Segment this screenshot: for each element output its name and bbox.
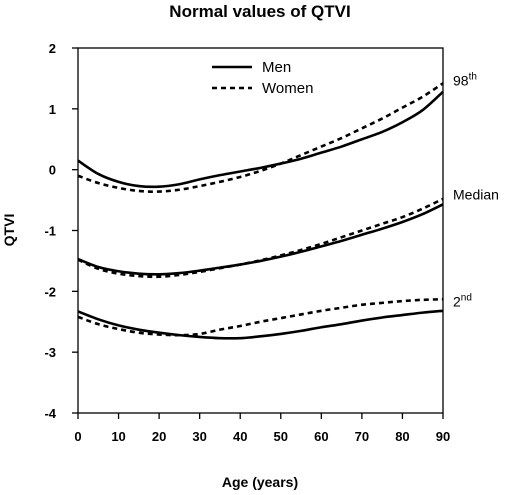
x-tick-label-9: 90: [436, 429, 450, 444]
x-tick-label-4: 40: [233, 429, 247, 444]
y-tick-label-0: -4: [44, 406, 56, 421]
series-line-women-median: [77, 197, 444, 279]
plot-frame: [77, 47, 444, 414]
axes: 0 10 20 30 40 50 60 70 80 90 -4 -3 -2 -1 0 1 2: [44, 41, 450, 444]
series-line-women-2nd: [77, 297, 444, 337]
annotation-2: 2nd: [453, 292, 472, 309]
x-tick-label-1: 10: [111, 429, 125, 444]
annotation-sup-2: nd: [461, 292, 472, 303]
annotation-text-2: 2: [453, 293, 461, 309]
x-axis-label: Age (years): [222, 474, 298, 490]
y-tick-label-4: 0: [49, 163, 56, 178]
legend-men-label: Men: [262, 59, 291, 76]
annotation-0: 98th: [453, 72, 477, 89]
x-tick-label-7: 70: [355, 429, 369, 444]
y-axis-label: QTVI: [1, 214, 17, 247]
x-tick-label-3: 30: [192, 429, 206, 444]
annotation-text-0: 98: [453, 73, 469, 89]
series-line-women-98th: [77, 82, 444, 193]
legend-women-label: Women: [262, 80, 313, 97]
y-tick-label-6: 2: [49, 41, 56, 56]
percentile-annotations: 98th Median 2nd: [453, 72, 499, 310]
y-tick-label-5: 1: [49, 102, 56, 117]
y-tick-label-1: -3: [44, 345, 56, 360]
x-tick-label-5: 50: [274, 429, 288, 444]
series-line-men-median: [77, 203, 444, 276]
x-tick-label-2: 20: [152, 429, 166, 444]
series-line-men-98th: [77, 90, 444, 189]
annotation-sup-0: th: [469, 72, 477, 83]
y-tick-label-3: -1: [44, 224, 56, 239]
series-layer: [77, 82, 444, 340]
chart-title: Normal values of QTVI: [169, 2, 350, 21]
x-tick-label-8: 80: [395, 429, 409, 444]
annotation-text-1: Median: [453, 186, 499, 202]
legend: Men Women: [212, 59, 313, 97]
y-tick-label-2: -2: [44, 284, 56, 299]
series-line-men-2nd: [77, 309, 444, 340]
annotation-1: Median: [453, 186, 499, 202]
x-tick-label-0: 0: [74, 429, 81, 444]
x-tick-label-6: 60: [314, 429, 328, 444]
